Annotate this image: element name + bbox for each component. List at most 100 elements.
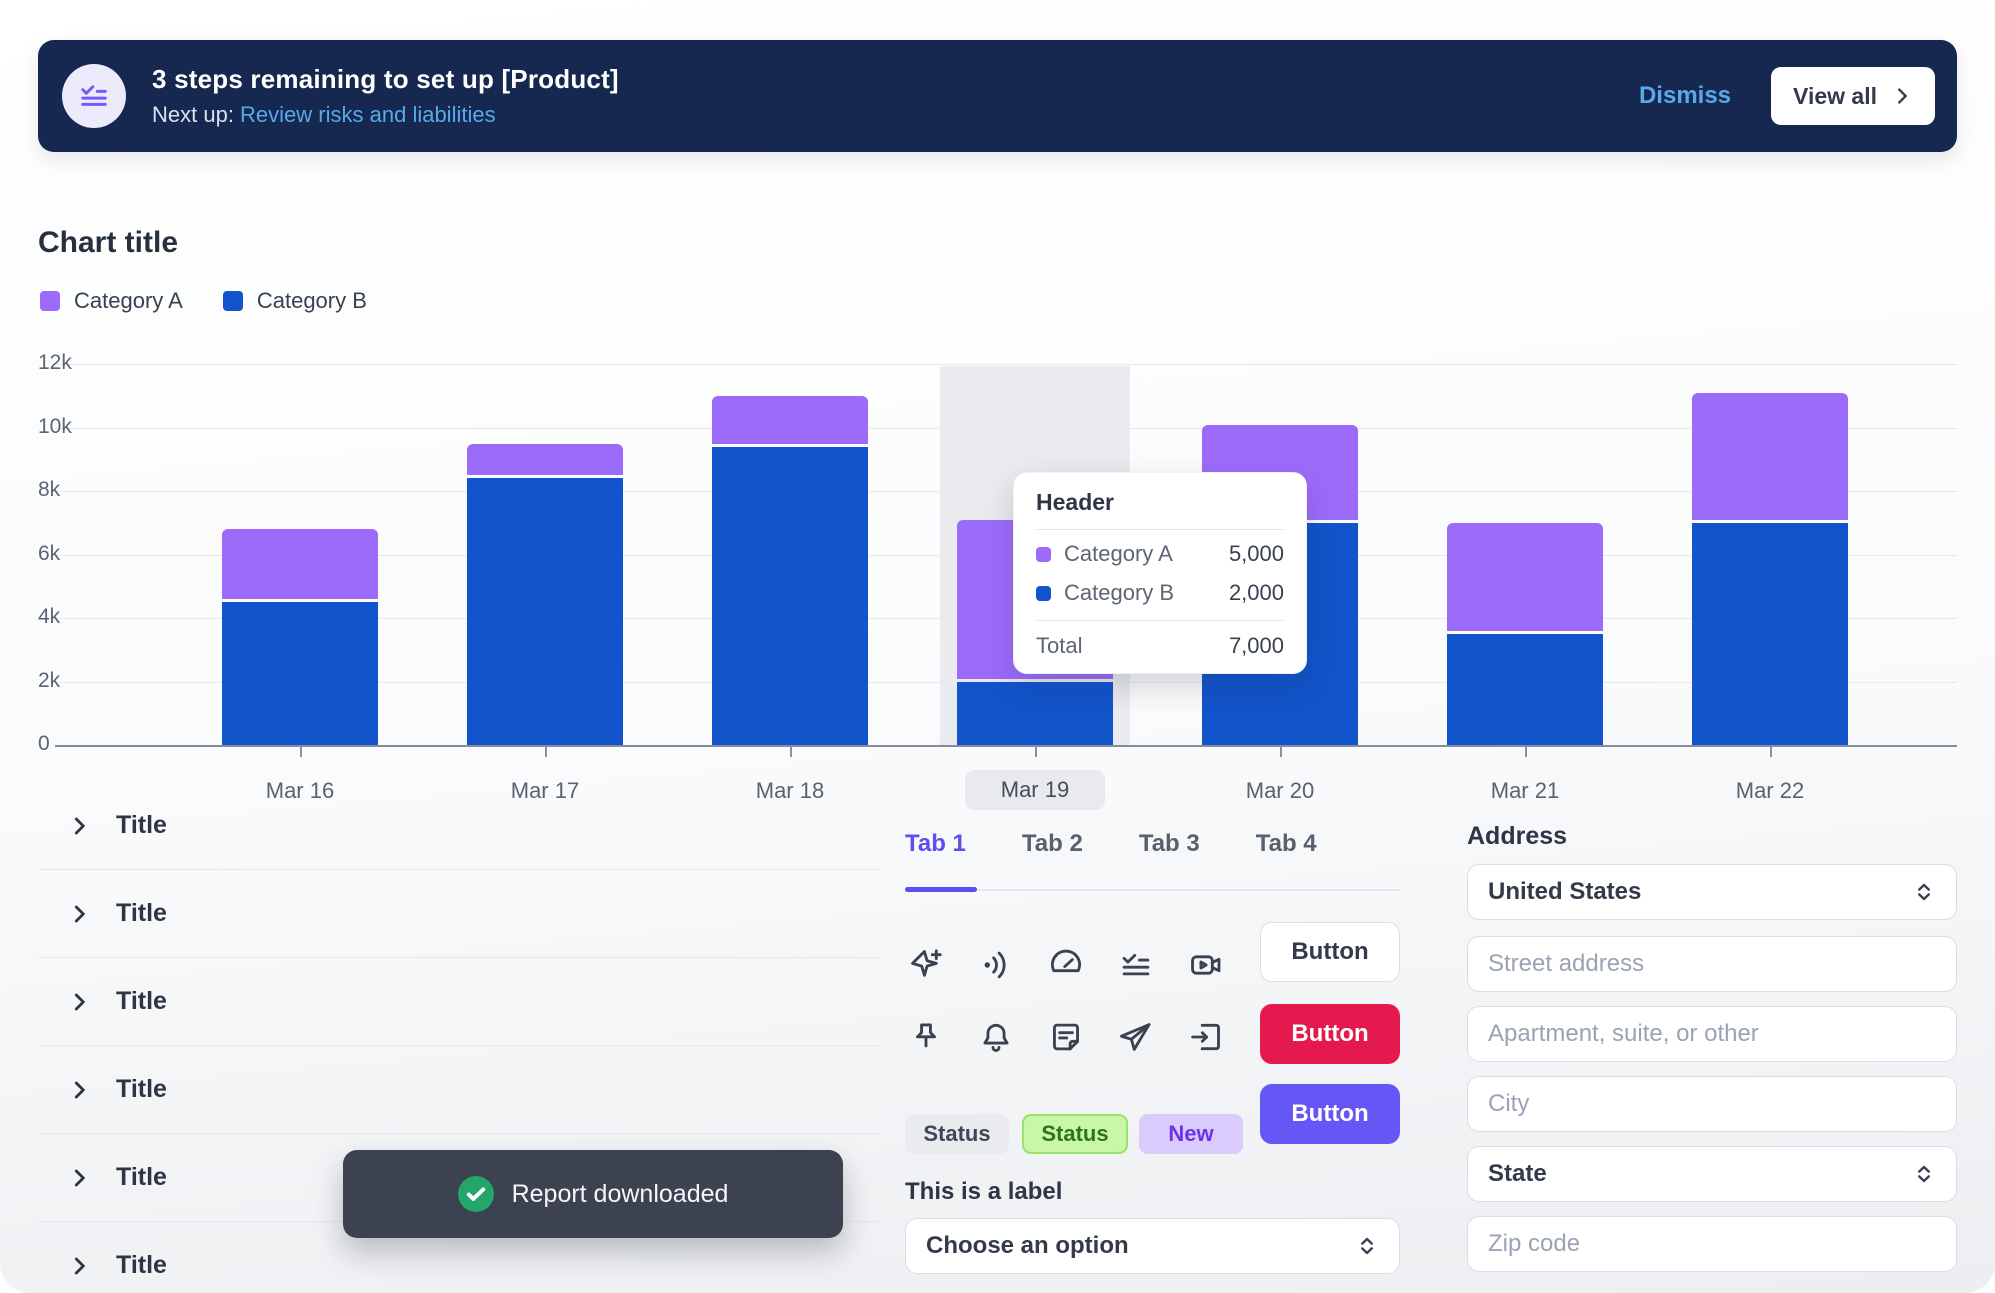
list-item[interactable]: Title	[38, 958, 880, 1046]
state-select[interactable]: State	[1467, 1146, 1957, 1202]
select-chevrons-icon	[1912, 880, 1936, 904]
chart-title: Chart title	[38, 226, 179, 259]
icon-grid-row-1	[905, 944, 1227, 986]
country-select[interactable]: United States	[1467, 864, 1957, 920]
x-axis-label: Mar 20	[1245, 778, 1315, 803]
legend-label: Category A	[74, 288, 183, 313]
banner-subtitle: Next up: Review risks and liabilities	[152, 102, 619, 128]
chevron-right-icon	[74, 1081, 85, 1098]
tab-4[interactable]: Tab 4	[1255, 830, 1317, 857]
list-item-label: Title	[116, 1163, 167, 1191]
category-b-swatch	[222, 291, 243, 311]
send-icon[interactable]	[1115, 1016, 1157, 1058]
pushpin-icon[interactable]	[905, 1016, 947, 1058]
state-value: State	[1488, 1160, 1547, 1187]
tooltip-row: Category B 2,000	[1036, 569, 1284, 608]
bar-segment-category-a[interactable]	[712, 395, 868, 444]
list-item[interactable]: Title	[38, 870, 880, 958]
bar-segment-category-a[interactable]	[1447, 522, 1603, 631]
x-axis-tick	[1525, 746, 1527, 757]
status-badge-gray: Status	[905, 1114, 1009, 1154]
danger-button[interactable]: Button	[1260, 1004, 1400, 1064]
tooltip-total-label: Total	[1036, 633, 1083, 658]
address-line2-input[interactable]	[1467, 1006, 1957, 1062]
tab-active-indicator	[905, 887, 977, 892]
x-axis-tick	[1770, 746, 1772, 757]
x-axis-tick	[1035, 746, 1037, 757]
setup-banner: 3 steps remaining to set up [Product] Ne…	[38, 40, 1957, 152]
list-item-label: Title	[116, 899, 167, 927]
select-label: This is a label	[905, 1178, 1063, 1205]
next-up-link[interactable]: Review risks and liabilities	[240, 102, 496, 127]
tooltip-row-value: 5,000	[1228, 541, 1284, 566]
sparkle-icon[interactable]	[905, 944, 947, 986]
banner-title: 3 steps remaining to set up [Product]	[152, 64, 619, 94]
option-select[interactable]: Choose an option	[905, 1218, 1400, 1274]
tooltip-row: Category A 5,000	[1036, 530, 1284, 569]
tooltip-row-value: 2,000	[1228, 580, 1284, 605]
tooltip-header: Header	[1036, 489, 1284, 530]
list-item-label: Title	[116, 1075, 167, 1103]
category-a-swatch	[1036, 546, 1051, 562]
tab-3[interactable]: Tab 3	[1138, 830, 1200, 857]
bar-segment-category-a[interactable]	[1692, 392, 1848, 520]
bar-segment-category-b[interactable]	[467, 478, 623, 745]
tab-track	[905, 889, 1400, 891]
zip-code-input[interactable]	[1467, 1216, 1957, 1272]
tab-bar: Tab 1 Tab 2 Tab 3 Tab 4	[905, 830, 1317, 858]
checklist-icon[interactable]	[1115, 944, 1157, 986]
bar-segment-category-b[interactable]	[1692, 522, 1848, 745]
gridline	[55, 364, 1957, 365]
x-axis-tick	[300, 746, 302, 757]
chevron-right-icon	[74, 905, 85, 922]
x-axis-tick	[545, 746, 547, 757]
list-item[interactable]: Title	[38, 1222, 880, 1293]
tooltip-row-label: Category B	[1064, 580, 1175, 605]
broadcast-icon[interactable]	[975, 944, 1017, 986]
select-chevrons-icon	[1355, 1234, 1379, 1258]
x-axis-label: Mar 16	[265, 778, 335, 803]
view-all-button[interactable]: View all	[1771, 67, 1935, 125]
new-badge: New	[1139, 1114, 1243, 1154]
bar-segment-category-b[interactable]	[712, 446, 868, 745]
check-circle-icon	[457, 1176, 494, 1212]
x-axis-label: Mar 21	[1490, 778, 1560, 803]
tab-1[interactable]: Tab 1	[905, 830, 966, 857]
note-icon[interactable]	[1045, 1016, 1087, 1058]
tooltip-total-value: 7,000	[1228, 633, 1284, 658]
legend-item-category-b[interactable]: Category B	[222, 288, 367, 314]
bar-segment-category-a[interactable]	[467, 443, 623, 476]
bar-segment-category-b[interactable]	[1447, 633, 1603, 745]
country-value: United States	[1488, 878, 1642, 905]
y-axis-tick-label: 6k	[38, 541, 61, 565]
legend-item-category-a[interactable]: Category A	[40, 288, 183, 314]
export-doc-icon[interactable]	[1185, 1016, 1227, 1058]
y-axis-tick-label: 10k	[38, 414, 72, 438]
chevron-right-icon	[74, 817, 85, 834]
primary-button[interactable]: Button	[1260, 1084, 1400, 1144]
bar-segment-category-a[interactable]	[222, 529, 378, 600]
bell-icon[interactable]	[975, 1016, 1017, 1058]
bar-segment-category-b[interactable]	[222, 602, 378, 745]
checklist-icon	[62, 64, 126, 128]
bar-segment-category-b[interactable]	[957, 681, 1113, 745]
speedometer-icon[interactable]	[1045, 944, 1087, 986]
dismiss-button[interactable]: Dismiss	[1638, 82, 1732, 109]
y-axis-tick-label: 0	[38, 732, 50, 755]
city-input[interactable]	[1467, 1076, 1957, 1132]
x-axis-label[interactable]: Mar 19	[965, 770, 1105, 810]
toast-message: Report downloaded	[511, 1179, 729, 1208]
icon-grid-row-2	[905, 1016, 1227, 1058]
view-all-label: View all	[1793, 82, 1877, 109]
chevron-right-icon	[1898, 88, 1907, 104]
video-camera-icon[interactable]	[1185, 944, 1227, 986]
y-axis-tick-label: 4k	[38, 605, 61, 628]
category-a-swatch	[40, 291, 60, 311]
list-item[interactable]: Title	[38, 1046, 880, 1134]
street-address-input[interactable]	[1467, 936, 1957, 992]
tab-2[interactable]: Tab 2	[1021, 830, 1083, 857]
chevron-right-icon	[74, 1257, 85, 1274]
toast: Report downloaded	[343, 1150, 843, 1238]
list-item[interactable]: Title	[38, 802, 880, 870]
outline-button[interactable]: Button	[1260, 922, 1400, 982]
